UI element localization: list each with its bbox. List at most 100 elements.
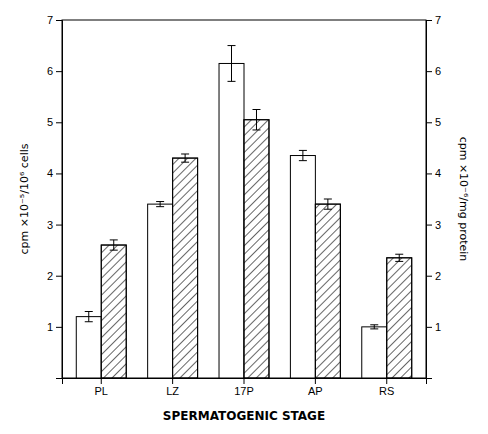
tick-label: RS <box>379 385 394 397</box>
error-cap <box>324 209 332 210</box>
tick-mark <box>426 225 432 226</box>
error-bar <box>110 240 118 250</box>
tick: 2 <box>47 270 62 282</box>
bar <box>148 204 173 378</box>
y-axis: 1 2 3 4 5 6 7 <box>47 14 63 378</box>
error-bar <box>370 325 378 329</box>
error-cap <box>252 109 260 110</box>
tick-label: PL <box>95 385 108 397</box>
tick-label: AP <box>308 385 323 397</box>
tick-mark <box>426 327 432 328</box>
error-line <box>231 46 232 82</box>
series <box>101 110 411 379</box>
error-cap <box>110 250 118 251</box>
error-line <box>160 202 161 207</box>
tick-mark <box>426 122 432 123</box>
error-bar <box>252 110 260 130</box>
series <box>76 46 386 378</box>
error-cap <box>299 160 307 161</box>
error-line <box>327 199 328 209</box>
tick-mark <box>56 225 62 226</box>
error-line <box>256 110 257 130</box>
tick: PL <box>95 378 108 397</box>
tick-label: 7 <box>435 14 441 26</box>
bar <box>173 158 198 378</box>
tick: 1 <box>47 321 62 333</box>
tick: RS <box>379 378 394 397</box>
tick-label: 4 <box>435 167 441 179</box>
tick: 5 <box>426 116 441 128</box>
marks <box>76 46 411 378</box>
tick: 4 <box>47 167 62 179</box>
bar <box>362 327 387 378</box>
error-bar <box>156 202 164 207</box>
tick-label: 6 <box>47 65 53 77</box>
tick: 6 <box>47 65 62 77</box>
tick-label: 3 <box>435 219 441 231</box>
error-cap <box>110 239 118 240</box>
error-line <box>88 312 89 322</box>
error-cap <box>228 45 236 46</box>
error-cap <box>156 201 164 202</box>
error-cap <box>370 324 378 325</box>
tick: 3 <box>47 219 62 231</box>
tick-label: 4 <box>47 167 53 179</box>
bar <box>101 245 126 378</box>
tick: 7 <box>426 14 441 26</box>
tick-mark <box>315 378 316 384</box>
tick-mark <box>386 378 387 384</box>
bar-hatch <box>101 245 126 378</box>
bar-hatch <box>315 204 340 378</box>
error-cap <box>395 261 403 262</box>
tick: 6 <box>426 65 441 77</box>
bar <box>244 120 269 378</box>
error-line <box>113 240 114 250</box>
bar <box>219 63 244 378</box>
error-cap <box>370 328 378 329</box>
tick-mark <box>56 276 62 277</box>
tick-mark <box>172 378 173 384</box>
error-bar <box>324 199 332 209</box>
tick-mark <box>426 173 432 174</box>
axis-line <box>427 21 433 379</box>
tick: 7 <box>47 14 62 26</box>
tick: LZ <box>166 378 179 397</box>
tick-label: 1 <box>435 321 441 333</box>
error-bar <box>299 150 307 160</box>
tick-label: 5 <box>47 116 53 128</box>
tick: 3 <box>426 219 441 231</box>
bar <box>290 156 315 378</box>
error-cap <box>181 162 189 163</box>
tick-mark <box>56 122 62 123</box>
tick-label: LZ <box>166 385 179 397</box>
axis-line <box>63 379 427 385</box>
tick: AP <box>308 378 323 397</box>
tick-mark <box>426 20 432 21</box>
tick-mark <box>426 71 432 72</box>
tick-label: 5 <box>435 116 441 128</box>
tick: 17P <box>234 378 254 397</box>
tick-label: 1 <box>47 321 53 333</box>
bar-hatch <box>387 258 412 378</box>
bar <box>76 317 101 378</box>
error-line <box>185 154 186 162</box>
tick-label: 2 <box>435 270 441 282</box>
error-bar <box>228 46 236 82</box>
error-cap <box>324 199 332 200</box>
bar <box>387 258 412 378</box>
chart: PLLZ17PAPRS12345671234567SPERMATOGENIC S… <box>0 0 488 434</box>
tick-mark <box>56 20 62 21</box>
bar-hatch <box>173 158 198 378</box>
error-bar <box>85 312 93 322</box>
axis-line <box>56 21 63 379</box>
error-cap <box>228 81 236 82</box>
tick-label: 3 <box>47 219 53 231</box>
bar <box>315 204 340 378</box>
plot: PL LZ 17P AP RS 1 2 3 4 5 6 7 1 2 3 4 5 6 7 <box>47 14 441 397</box>
tick: 4 <box>426 167 441 179</box>
error-cap <box>85 311 93 312</box>
error-line <box>374 325 375 329</box>
error-cap <box>299 150 307 151</box>
error-cap <box>181 153 189 154</box>
tick-mark <box>426 276 432 277</box>
